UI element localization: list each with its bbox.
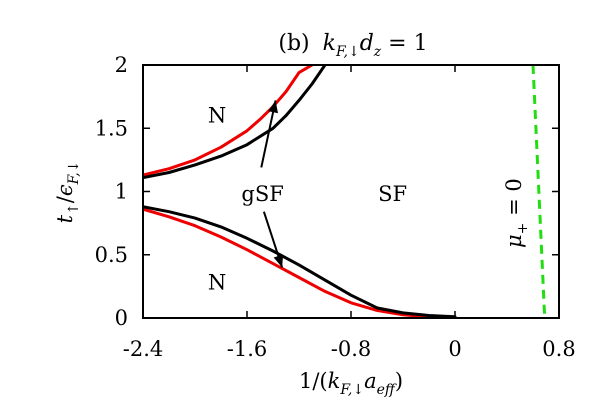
x-tick-label: 0.8 (542, 337, 575, 361)
annotation-arrow (262, 211, 284, 268)
y-tick-label: 0 (115, 306, 128, 330)
x-axis-label: 1/(kF,↓aeff) (299, 369, 403, 398)
series-line-upper-black (143, 65, 327, 180)
y-tick-label: 1 (115, 180, 128, 204)
series-layer (143, 65, 547, 318)
arrow-head (268, 100, 278, 114)
tick-layer: -2.4 -1.6 -0.8 0 0.8 0 0.5 1 1.5 2 (95, 53, 576, 361)
annotation-mu-plus-zero: μ+ = 0 (502, 178, 531, 248)
series-line-lower-red (143, 207, 457, 318)
annotation-arrow (260, 100, 278, 168)
series-line-upper-red (143, 65, 314, 177)
annotation-gsf: gSF (241, 182, 283, 206)
x-tick-label: -1.6 (227, 337, 268, 361)
annotation-n-lower: N (208, 271, 226, 295)
series-line-lower-black (143, 205, 457, 318)
annotation-sf: SF (378, 182, 407, 206)
arrow-layer (260, 100, 284, 268)
arrow-head (273, 254, 284, 268)
y-tick-label: 0.5 (95, 243, 128, 267)
x-tick-label: -0.8 (331, 337, 372, 361)
annotation-n-upper: N (208, 104, 226, 128)
chart-title-prefix: (b) (278, 31, 309, 56)
x-tick-label: 0 (448, 337, 461, 361)
y-tick-label: 1.5 (95, 116, 128, 140)
x-tick-label: -2.4 (123, 337, 164, 361)
plot-frame (142, 64, 560, 319)
chart-title: (b) kF,↓dz = 1 (278, 31, 427, 60)
y-axis-label: t↑/ϵF,↓ (53, 161, 82, 224)
y-tick-label: 2 (115, 53, 128, 77)
series-line-mu-plus-zero (531, 65, 547, 318)
